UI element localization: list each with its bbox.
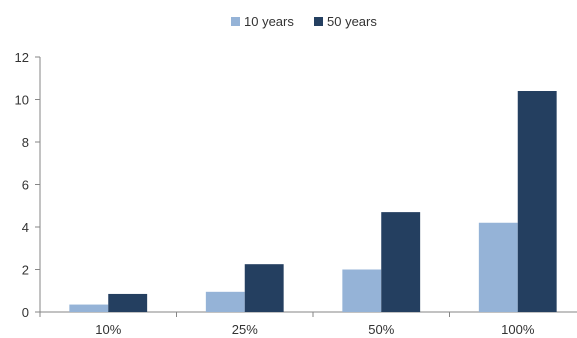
- legend-label-50-years: 50 years: [327, 14, 377, 29]
- y-axis: 0 2 4 6 8 10 12: [15, 50, 41, 320]
- x-tick-label: 10%: [95, 322, 121, 337]
- bar-50-years-10pct: [108, 293, 148, 312]
- bar-10-years-50pct: [342, 269, 382, 312]
- bar-50-years-25pct: [244, 264, 284, 312]
- y-tick-label: 12: [15, 50, 29, 65]
- y-tick-label: 2: [22, 263, 29, 278]
- legend-swatch-50-years: [314, 17, 323, 26]
- y-tick-label: 4: [22, 220, 29, 235]
- bar-10-years-25pct: [205, 291, 245, 312]
- x-tick-label: 100%: [501, 322, 535, 337]
- y-tick-label: 10: [15, 93, 29, 108]
- bar-50-years-100pct: [517, 91, 557, 312]
- bar-10-years-100pct: [478, 222, 518, 312]
- x-tick-label: 25%: [232, 322, 258, 337]
- y-tick-label: 0: [22, 305, 29, 320]
- y-tick-label: 6: [22, 178, 29, 193]
- legend-swatch-10-years: [231, 17, 240, 26]
- legend-label-10-years: 10 years: [244, 14, 294, 29]
- bar-10-years-10pct: [69, 304, 109, 312]
- bar-50-years-50pct: [381, 212, 421, 312]
- x-axis: 10% 25% 50% 100%: [39, 311, 577, 337]
- y-tick-label: 8: [22, 135, 29, 150]
- x-tick-label: 50%: [368, 322, 394, 337]
- bars: [69, 91, 557, 312]
- legend: 10 years 50 years: [231, 14, 377, 29]
